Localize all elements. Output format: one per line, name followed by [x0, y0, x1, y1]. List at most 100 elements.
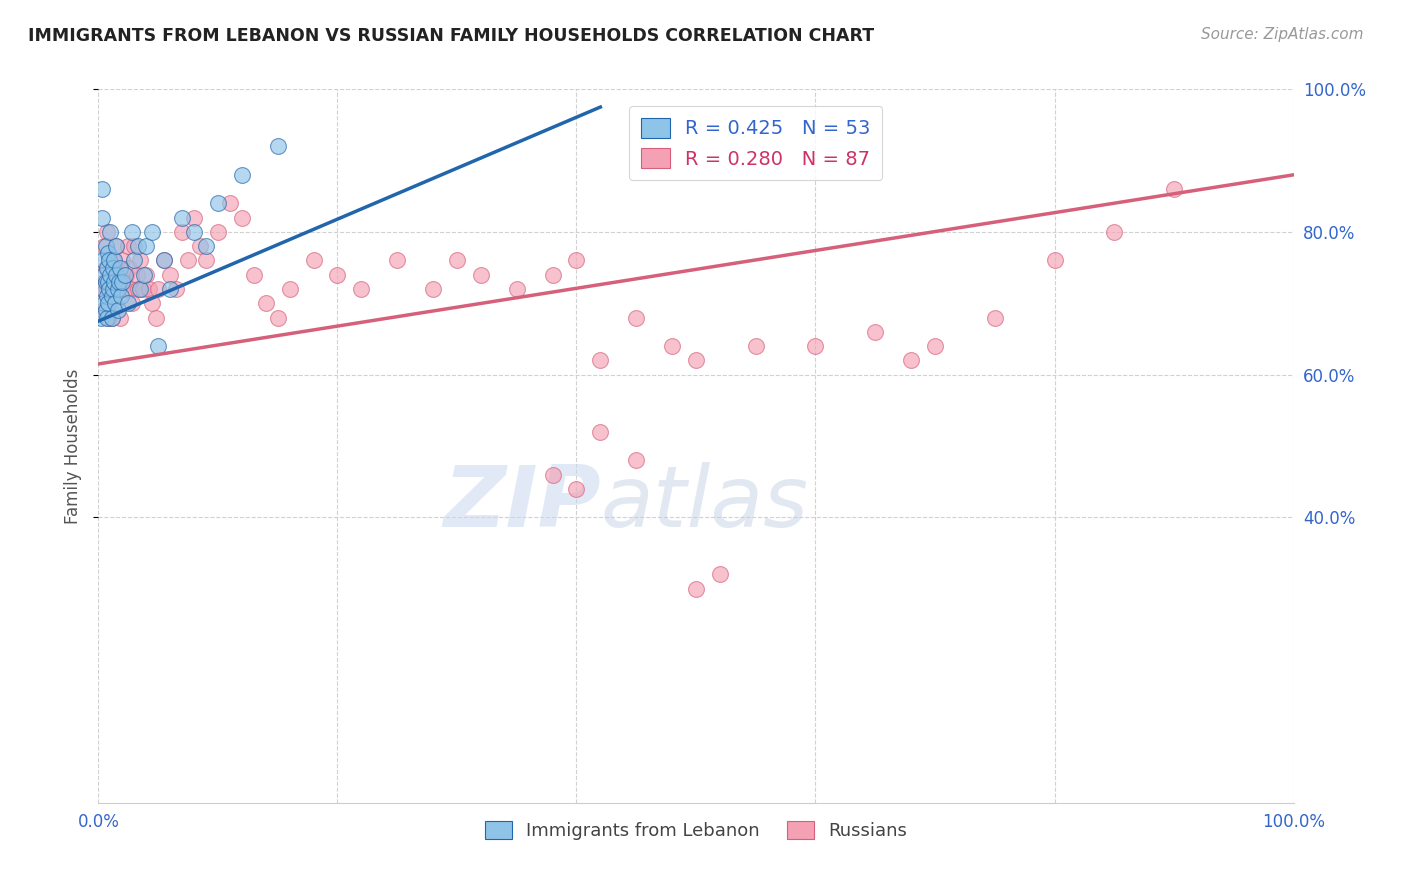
Point	[91, 182, 114, 196]
Point	[207, 196, 229, 211]
Point	[101, 282, 124, 296]
Text: ZIP: ZIP	[443, 461, 600, 545]
Point	[103, 296, 125, 310]
Point	[93, 296, 115, 310]
Point	[565, 253, 588, 268]
Point	[267, 310, 290, 325]
Point	[98, 282, 121, 296]
Text: IMMIGRANTS FROM LEBANON VS RUSSIAN FAMILY HOUSEHOLDS CORRELATION CHART: IMMIGRANTS FROM LEBANON VS RUSSIAN FAMIL…	[28, 27, 875, 45]
Point	[114, 282, 136, 296]
Point	[97, 275, 120, 289]
Point	[231, 168, 253, 182]
Point	[110, 289, 132, 303]
Point	[114, 268, 136, 282]
Point	[104, 282, 127, 296]
Point	[107, 268, 129, 282]
Point	[124, 253, 146, 268]
Point	[98, 296, 122, 310]
Point	[131, 282, 153, 296]
Point	[96, 310, 118, 325]
Point	[195, 239, 218, 253]
Point	[104, 296, 127, 310]
Point	[98, 225, 122, 239]
Point	[101, 253, 124, 268]
Point	[565, 482, 588, 496]
Point	[177, 253, 200, 268]
Point	[111, 275, 134, 289]
Point	[127, 239, 149, 253]
Point	[121, 296, 143, 310]
Point	[117, 239, 139, 253]
Point	[105, 268, 128, 282]
Point	[626, 453, 648, 467]
Point	[541, 467, 564, 482]
Point	[117, 296, 139, 310]
Point	[94, 260, 117, 275]
Point	[91, 211, 114, 225]
Point	[278, 282, 301, 296]
Point	[422, 282, 444, 296]
Point	[165, 282, 187, 296]
Point	[385, 253, 409, 268]
Point	[132, 268, 155, 282]
Point	[267, 139, 290, 153]
Point	[148, 339, 170, 353]
Point	[135, 239, 157, 253]
Point	[984, 310, 1007, 325]
Point	[745, 339, 768, 353]
Point	[685, 353, 707, 368]
Point	[101, 275, 124, 289]
Point	[709, 567, 731, 582]
Point	[159, 268, 181, 282]
Point	[98, 268, 122, 282]
Point	[145, 310, 167, 325]
Point	[125, 268, 148, 282]
Point	[101, 260, 124, 275]
Point	[93, 268, 115, 282]
Point	[105, 239, 128, 253]
Point	[135, 268, 157, 282]
Point	[93, 275, 115, 289]
Point	[100, 310, 122, 325]
Point	[148, 282, 170, 296]
Point	[589, 425, 612, 439]
Point	[865, 325, 887, 339]
Point	[94, 303, 117, 318]
Point	[626, 310, 648, 325]
Text: Source: ZipAtlas.com: Source: ZipAtlas.com	[1201, 27, 1364, 42]
Point	[105, 260, 128, 275]
Point	[91, 303, 114, 318]
Y-axis label: Family Households: Family Households	[65, 368, 83, 524]
Point	[97, 246, 120, 260]
Point	[100, 282, 122, 296]
Legend: Immigrants from Lebanon, Russians: Immigrants from Lebanon, Russians	[478, 814, 914, 847]
Point	[94, 275, 117, 289]
Point	[900, 353, 922, 368]
Point	[98, 268, 122, 282]
Point	[124, 239, 146, 253]
Point	[141, 296, 163, 310]
Point	[103, 275, 125, 289]
Point	[100, 289, 122, 303]
Point	[110, 282, 132, 296]
Point	[129, 282, 152, 296]
Point	[589, 353, 612, 368]
Point	[129, 253, 152, 268]
Point	[924, 339, 946, 353]
Point	[661, 339, 683, 353]
Point	[1104, 225, 1126, 239]
Point	[207, 225, 229, 239]
Point	[118, 260, 141, 275]
Point	[96, 289, 118, 303]
Point	[1163, 182, 1185, 196]
Point	[90, 310, 112, 325]
Point	[141, 225, 163, 239]
Point	[153, 253, 176, 268]
Point	[112, 275, 135, 289]
Point	[231, 211, 253, 225]
Point	[804, 339, 827, 353]
Point	[107, 282, 129, 296]
Point	[91, 253, 114, 268]
Point	[685, 582, 707, 596]
Point	[506, 282, 529, 296]
